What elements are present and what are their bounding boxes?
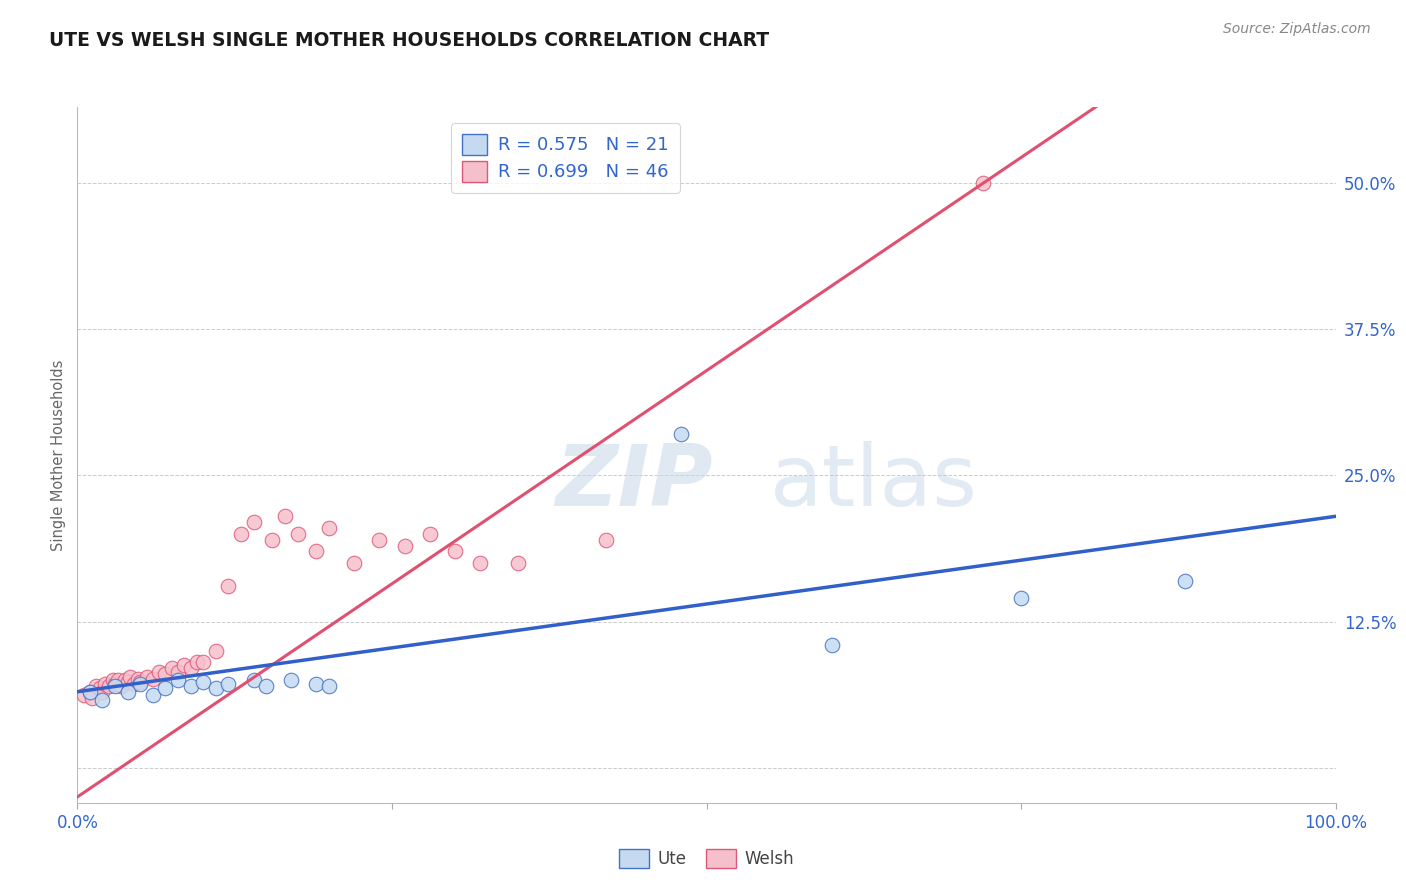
Point (120, 669, 142, 683)
Point (135, 669, 157, 683)
Point (419, 526, 441, 541)
Point (180, 679, 202, 693)
Point (318, 521, 340, 535)
Point (343, 556, 366, 570)
Point (280, 673, 302, 687)
Point (204, 644, 226, 658)
Point (173, 657, 195, 672)
Point (186, 656, 208, 670)
Point (204, 681, 226, 696)
Legend: Ute, Welsh: Ute, Welsh (612, 842, 801, 874)
Point (167, 665, 190, 679)
Point (242, 515, 264, 529)
Text: UTE VS WELSH SINGLE MOTHER HOUSEHOLDS CORRELATION CHART: UTE VS WELSH SINGLE MOTHER HOUSEHOLDS CO… (49, 31, 769, 50)
Point (114, 673, 136, 687)
Point (79, 684, 101, 698)
Point (274, 509, 297, 524)
Point (160, 661, 183, 675)
Point (89, 681, 111, 696)
Point (142, 672, 165, 686)
Point (104, 676, 127, 690)
Point (127, 672, 149, 686)
Point (110, 679, 132, 693)
Point (287, 526, 309, 541)
Point (129, 675, 152, 690)
Point (972, 176, 994, 190)
Point (821, 638, 844, 652)
Point (671, 427, 693, 442)
Point (1010, 591, 1032, 606)
Point (104, 679, 127, 693)
Point (180, 661, 202, 675)
Point (217, 676, 239, 690)
Point (122, 676, 145, 690)
Point (595, 533, 617, 547)
Point (444, 544, 467, 558)
Point (217, 579, 239, 593)
Point (97, 679, 120, 693)
Point (305, 544, 328, 558)
Point (72, 688, 94, 702)
Point (262, 533, 284, 547)
Point (117, 675, 139, 690)
Point (506, 556, 529, 570)
Point (191, 656, 215, 670)
Point (167, 673, 190, 687)
Point (91, 693, 114, 707)
Point (1174, 574, 1197, 588)
Point (107, 673, 129, 687)
Point (101, 673, 124, 687)
Point (129, 676, 152, 690)
Point (94, 676, 117, 690)
Point (468, 556, 491, 570)
Point (368, 533, 391, 547)
Text: atlas: atlas (769, 442, 977, 524)
Text: Source: ZipAtlas.com: Source: ZipAtlas.com (1223, 22, 1371, 37)
Point (242, 673, 264, 687)
Point (91, 684, 114, 698)
Point (394, 539, 416, 553)
Point (155, 681, 177, 696)
Point (82, 690, 104, 705)
Point (79, 684, 101, 698)
Point (229, 526, 252, 541)
Point (305, 676, 328, 690)
Point (191, 675, 215, 690)
Point (254, 679, 277, 693)
Text: ZIP: ZIP (555, 442, 713, 524)
Point (117, 684, 139, 698)
Point (318, 679, 340, 693)
Y-axis label: Single Mother Households: Single Mother Households (51, 359, 66, 550)
Point (148, 665, 170, 679)
Point (155, 667, 177, 681)
Point (142, 688, 165, 702)
Point (84, 679, 107, 693)
